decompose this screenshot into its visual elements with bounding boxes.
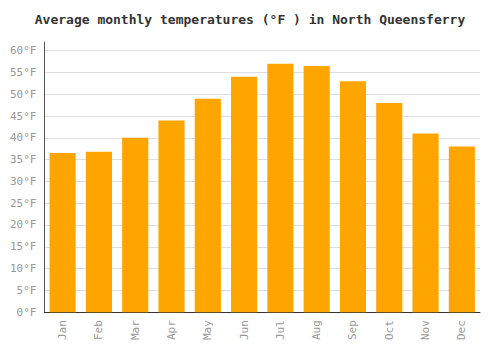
svg-text:Apr: Apr	[165, 320, 178, 340]
svg-text:10°F: 10°F	[10, 262, 37, 275]
svg-text:20°F: 20°F	[10, 218, 37, 231]
svg-text:Jul: Jul	[274, 320, 287, 340]
svg-text:60°F: 60°F	[10, 44, 37, 57]
svg-text:Average monthly temperatures (: Average monthly temperatures (°F ) in No…	[35, 12, 466, 27]
svg-text:Jun: Jun	[238, 320, 251, 340]
svg-text:Jan: Jan	[56, 320, 69, 340]
svg-text:Mar: Mar	[129, 320, 142, 340]
svg-text:Sep: Sep	[346, 320, 359, 340]
svg-text:Aug: Aug	[310, 320, 323, 340]
svg-text:15°F: 15°F	[10, 240, 37, 253]
svg-text:5°F: 5°F	[17, 284, 37, 297]
svg-text:May: May	[201, 320, 214, 340]
svg-text:Dec: Dec	[455, 320, 468, 340]
svg-text:40°F: 40°F	[10, 131, 37, 144]
svg-text:50°F: 50°F	[10, 88, 37, 101]
svg-text:25°F: 25°F	[10, 197, 37, 210]
svg-text:0°F: 0°F	[17, 306, 37, 319]
svg-text:35°F: 35°F	[10, 153, 37, 166]
svg-text:30°F: 30°F	[10, 175, 37, 188]
svg-text:Feb: Feb	[92, 320, 105, 340]
svg-text:45°F: 45°F	[10, 110, 37, 123]
svg-text:Oct: Oct	[383, 320, 396, 340]
svg-text:Nov: Nov	[419, 320, 432, 340]
svg-text:55°F: 55°F	[10, 66, 37, 79]
